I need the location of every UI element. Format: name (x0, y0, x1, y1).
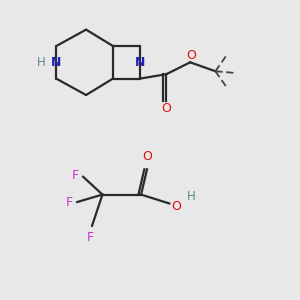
Text: N: N (51, 56, 62, 69)
Text: O: O (143, 150, 153, 163)
Text: H: H (187, 190, 196, 202)
Text: O: O (161, 102, 171, 115)
Text: F: F (71, 169, 79, 182)
Text: N: N (134, 56, 145, 69)
Text: F: F (66, 196, 73, 208)
Text: O: O (187, 49, 196, 62)
Text: H: H (37, 56, 46, 69)
Text: F: F (87, 231, 94, 244)
Text: O: O (172, 200, 182, 213)
